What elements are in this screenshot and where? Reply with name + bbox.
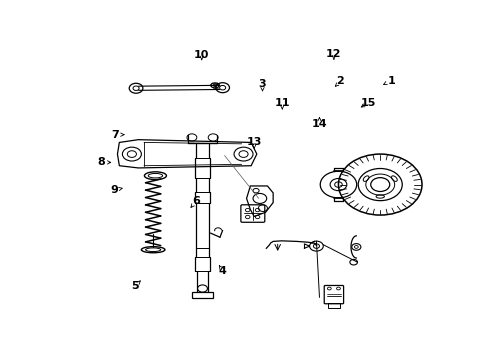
Text: 11: 11 xyxy=(274,98,290,108)
Text: 6: 6 xyxy=(192,196,200,206)
Text: 10: 10 xyxy=(194,50,209,60)
Bar xyxy=(328,303,340,308)
Text: 8: 8 xyxy=(97,157,105,167)
Text: 13: 13 xyxy=(246,138,262,148)
Text: 3: 3 xyxy=(259,79,267,89)
Text: 14: 14 xyxy=(312,118,327,129)
Text: 7: 7 xyxy=(112,130,120,140)
Text: 1: 1 xyxy=(388,76,395,86)
Text: 2: 2 xyxy=(337,76,344,86)
Text: 4: 4 xyxy=(219,266,226,275)
Text: 15: 15 xyxy=(361,98,376,108)
Bar xyxy=(192,292,213,298)
Text: 12: 12 xyxy=(326,49,342,59)
Text: 9: 9 xyxy=(110,185,119,195)
Text: 5: 5 xyxy=(131,281,139,291)
